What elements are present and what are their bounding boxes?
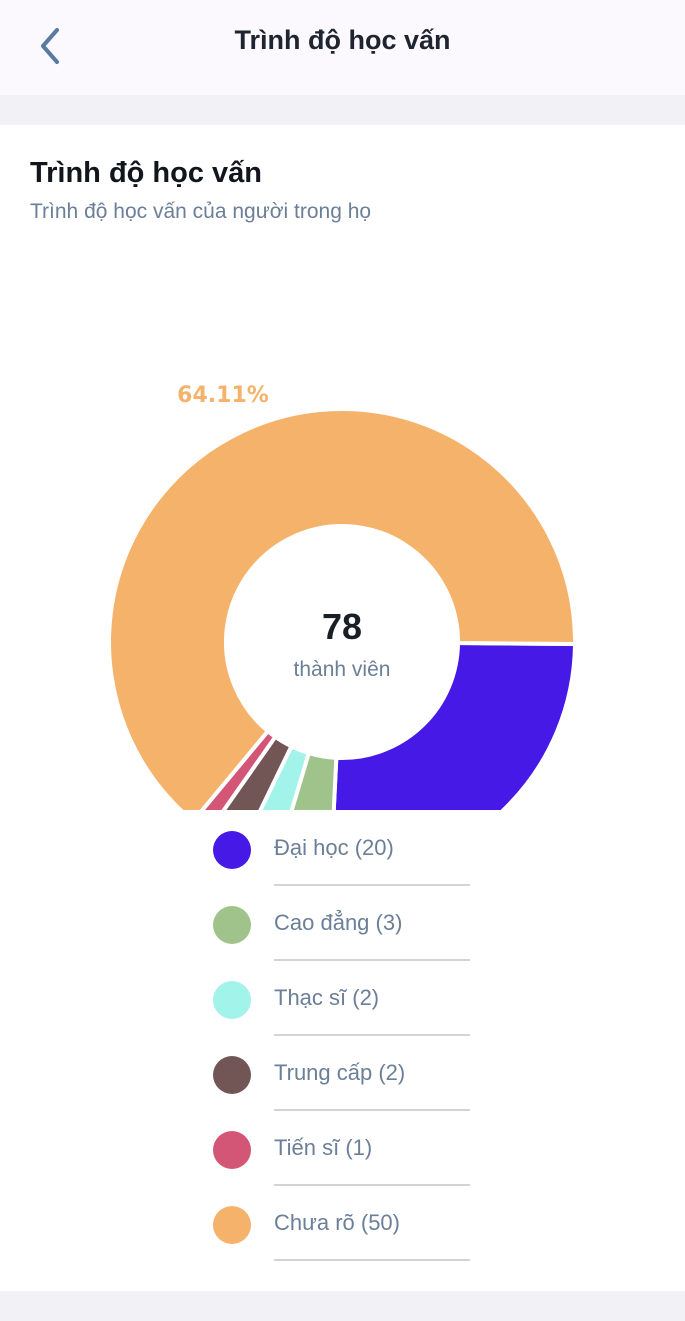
- legend-label: Trung cấp (2): [274, 1060, 406, 1085]
- legend-label: Cao đẳng (3): [274, 910, 403, 935]
- legend-divider: [274, 1184, 470, 1186]
- back-button[interactable]: [22, 18, 78, 74]
- legend-label: Tiến sĩ (1): [274, 1135, 373, 1160]
- legend-label: Đại học (20): [274, 835, 394, 860]
- legend-divider: [274, 1034, 470, 1036]
- percent-label: 64.11%: [177, 383, 269, 408]
- legend-item[interactable]: Chưa rõ (50): [213, 1190, 473, 1265]
- top-bar: Trình độ học vấn: [0, 0, 685, 95]
- chevron-left-icon: [41, 28, 59, 64]
- legend-color-dot: [213, 1056, 251, 1094]
- legend-color-dot: [213, 831, 251, 869]
- donut-slice[interactable]: [331, 640, 578, 810]
- legend-item[interactable]: Đại học (20): [213, 815, 473, 890]
- legend-label: Thạc sĩ (2): [274, 985, 380, 1010]
- legend-item[interactable]: Tiến sĩ (1): [213, 1115, 473, 1190]
- education-card: Trình độ học vấn Trình độ học vấn của ng…: [0, 125, 685, 1291]
- card-title: Trình độ học vấn: [30, 157, 263, 189]
- center-total-value: 78: [322, 606, 362, 647]
- legend-item[interactable]: Cao đẳng (3): [213, 890, 473, 965]
- legend-divider: [274, 1259, 470, 1261]
- donut-slice[interactable]: [107, 407, 577, 810]
- donut-chart: 25.64%3.85%2.56%2.56%1.28%64.11% 78 thàn…: [107, 383, 578, 810]
- legend-item[interactable]: Thạc sĩ (2): [213, 965, 473, 1040]
- legend-color-dot: [213, 1206, 251, 1244]
- card-subtitle: Trình độ học vấn của người trong họ: [30, 200, 372, 223]
- page-title: Trình độ học vấn: [234, 25, 451, 55]
- center-total-label: thành viên: [294, 658, 391, 681]
- legend-item[interactable]: Trung cấp (2): [213, 1040, 473, 1115]
- legend-divider: [274, 884, 470, 886]
- legend-label: Chưa rõ (50): [274, 1210, 400, 1235]
- legend-color-dot: [213, 906, 251, 944]
- legend-divider: [274, 959, 470, 961]
- legend-color-dot: [213, 1131, 251, 1169]
- legend-color-dot: [213, 981, 251, 1019]
- legend-divider: [274, 1109, 470, 1111]
